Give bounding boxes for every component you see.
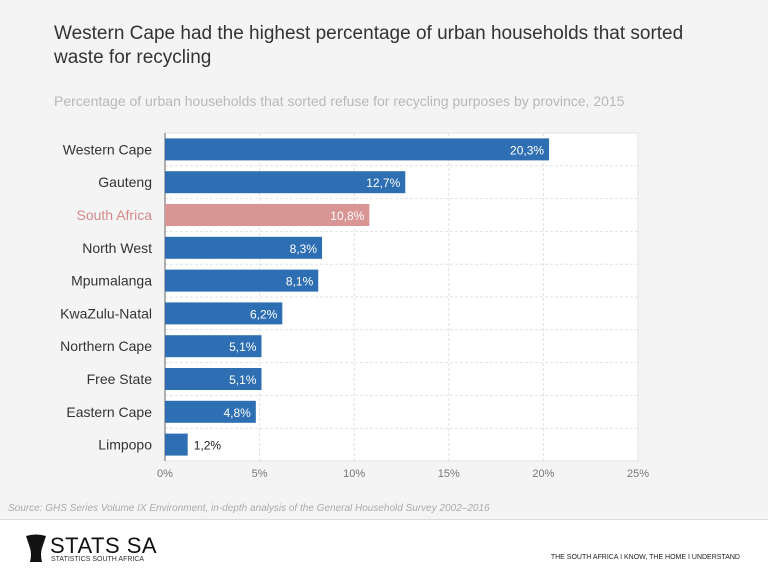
data-label: 8,1%	[286, 275, 314, 289]
bar	[165, 138, 550, 161]
bar-chart: 0% 5% 10% 15% 20% 25% Western Cape 20,3% Gauteng…	[60, 132, 649, 480]
bar	[165, 433, 188, 456]
category-label: Eastern Cape	[66, 404, 152, 420]
data-label: 5,1%	[229, 373, 257, 387]
tagline: THE SOUTH AFRICA I KNOW, THE HOME I UNDE…	[550, 554, 740, 561]
category-label: Western Cape	[63, 141, 152, 157]
bar	[165, 204, 370, 226]
x-tick-label: 0%	[157, 468, 173, 480]
data-label: 12,7%	[366, 176, 400, 190]
chart-subtitle: Percentage of urban households that sort…	[54, 93, 625, 109]
category-label: Gauteng	[98, 174, 152, 190]
category-label: Limpopo	[98, 437, 152, 453]
logo-subtitle: STATISTICS SOUTH AFRICA	[51, 556, 145, 563]
logo-text: STATS SA	[50, 533, 158, 558]
data-label: 1,2%	[194, 439, 222, 453]
category-label: Free State	[87, 371, 153, 387]
category-label: North West	[82, 240, 152, 256]
data-label: 10,8%	[330, 209, 364, 223]
x-tick-label: 10%	[343, 468, 365, 480]
data-label: 8,3%	[290, 242, 318, 256]
bar	[165, 400, 256, 423]
data-label: 4,8%	[223, 406, 251, 420]
data-label: 6,2%	[250, 307, 278, 321]
source-note: Source: GHS Series Volume IX Environment…	[8, 503, 490, 514]
data-label: 20,3%	[510, 143, 544, 157]
category-label: Northern Cape	[60, 338, 152, 354]
x-tick-label: 20%	[532, 468, 554, 480]
bar	[165, 335, 262, 358]
chart-title: Western Cape had the highest percentage …	[54, 23, 684, 68]
x-tick-label: 25%	[627, 468, 649, 480]
footer: STATS SA STATISTICS SOUTH AFRICA THE SOU…	[0, 519, 768, 577]
stats-sa-logo-icon	[26, 534, 46, 562]
bar	[165, 236, 323, 259]
bar	[165, 302, 283, 325]
x-tick-label: 15%	[438, 468, 460, 480]
category-label: Mpumalanga	[71, 273, 152, 289]
data-label: 5,1%	[229, 340, 257, 354]
bar	[165, 171, 406, 194]
x-tick-label: 5%	[252, 468, 268, 480]
bar	[165, 269, 319, 292]
bar	[165, 368, 262, 390]
category-label: South Africa	[77, 207, 153, 223]
category-label: KwaZulu-Natal	[60, 305, 152, 321]
